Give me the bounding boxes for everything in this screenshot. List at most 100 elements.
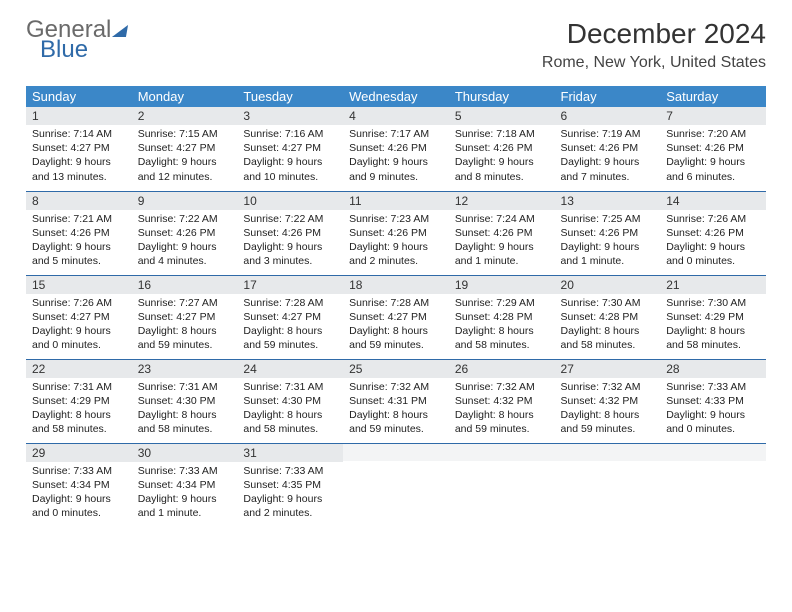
day-body: Sunrise: 7:28 AMSunset: 4:27 PMDaylight:… [343, 294, 449, 357]
day-body: Sunrise: 7:31 AMSunset: 4:30 PMDaylight:… [132, 378, 238, 441]
calendar-day-cell: 29Sunrise: 7:33 AMSunset: 4:34 PMDayligh… [26, 443, 132, 527]
sunset-line: Sunset: 4:26 PM [32, 226, 126, 240]
calendar-day-cell: 28Sunrise: 7:33 AMSunset: 4:33 PMDayligh… [660, 359, 766, 443]
day-number: 23 [132, 360, 238, 378]
day-body: Sunrise: 7:33 AMSunset: 4:34 PMDaylight:… [26, 462, 132, 525]
sunrise-line: Sunrise: 7:26 AM [32, 296, 126, 310]
calendar-day-cell: 7Sunrise: 7:20 AMSunset: 4:26 PMDaylight… [660, 107, 766, 191]
sunrise-line: Sunrise: 7:23 AM [349, 212, 443, 226]
weekday-header: Thursday [449, 86, 555, 107]
calendar-body: 1Sunrise: 7:14 AMSunset: 4:27 PMDaylight… [26, 107, 766, 527]
day-body: Sunrise: 7:26 AMSunset: 4:26 PMDaylight:… [660, 210, 766, 273]
sunset-line: Sunset: 4:26 PM [349, 226, 443, 240]
daylight-line: Daylight: 8 hours and 59 minutes. [243, 324, 337, 352]
sunset-line: Sunset: 4:31 PM [349, 394, 443, 408]
sunset-line: Sunset: 4:26 PM [243, 226, 337, 240]
sunrise-line: Sunrise: 7:16 AM [243, 127, 337, 141]
daylight-line: Daylight: 9 hours and 1 minute. [455, 240, 549, 268]
day-number: 9 [132, 192, 238, 210]
calendar-week-row: 1Sunrise: 7:14 AMSunset: 4:27 PMDaylight… [26, 107, 766, 191]
day-body: Sunrise: 7:20 AMSunset: 4:26 PMDaylight:… [660, 125, 766, 188]
sunrise-line: Sunrise: 7:33 AM [138, 464, 232, 478]
calendar-day-cell: 11Sunrise: 7:23 AMSunset: 4:26 PMDayligh… [343, 191, 449, 275]
calendar-day-cell: 21Sunrise: 7:30 AMSunset: 4:29 PMDayligh… [660, 275, 766, 359]
sunset-line: Sunset: 4:29 PM [32, 394, 126, 408]
calendar-week-row: 8Sunrise: 7:21 AMSunset: 4:26 PMDaylight… [26, 191, 766, 275]
weekday-header: Tuesday [237, 86, 343, 107]
sunset-line: Sunset: 4:26 PM [561, 141, 655, 155]
logo-word2: Blue [40, 38, 127, 62]
header: General Blue December 2024 Rome, New Yor… [26, 18, 766, 72]
calendar-empty-cell [343, 443, 449, 527]
day-body: Sunrise: 7:32 AMSunset: 4:32 PMDaylight:… [555, 378, 661, 441]
sunrise-line: Sunrise: 7:32 AM [349, 380, 443, 394]
daylight-line: Daylight: 9 hours and 10 minutes. [243, 155, 337, 183]
sunset-line: Sunset: 4:26 PM [561, 226, 655, 240]
calendar-table: SundayMondayTuesdayWednesdayThursdayFrid… [26, 86, 766, 527]
day-body: Sunrise: 7:26 AMSunset: 4:27 PMDaylight:… [26, 294, 132, 357]
sunset-line: Sunset: 4:28 PM [561, 310, 655, 324]
weekday-header: Sunday [26, 86, 132, 107]
day-body: Sunrise: 7:14 AMSunset: 4:27 PMDaylight:… [26, 125, 132, 188]
sunrise-line: Sunrise: 7:29 AM [455, 296, 549, 310]
calendar-day-cell: 13Sunrise: 7:25 AMSunset: 4:26 PMDayligh… [555, 191, 661, 275]
day-number: 29 [26, 444, 132, 462]
sunset-line: Sunset: 4:32 PM [561, 394, 655, 408]
sunrise-line: Sunrise: 7:26 AM [666, 212, 760, 226]
sunrise-line: Sunrise: 7:24 AM [455, 212, 549, 226]
daylight-line: Daylight: 9 hours and 7 minutes. [561, 155, 655, 183]
calendar-day-cell: 20Sunrise: 7:30 AMSunset: 4:28 PMDayligh… [555, 275, 661, 359]
day-number: 27 [555, 360, 661, 378]
sunset-line: Sunset: 4:26 PM [666, 226, 760, 240]
sunrise-line: Sunrise: 7:17 AM [349, 127, 443, 141]
sunrise-line: Sunrise: 7:15 AM [138, 127, 232, 141]
calendar-day-cell: 3Sunrise: 7:16 AMSunset: 4:27 PMDaylight… [237, 107, 343, 191]
sunrise-line: Sunrise: 7:30 AM [666, 296, 760, 310]
sunrise-line: Sunrise: 7:20 AM [666, 127, 760, 141]
sunset-line: Sunset: 4:30 PM [243, 394, 337, 408]
sunset-line: Sunset: 4:26 PM [138, 226, 232, 240]
sunset-line: Sunset: 4:34 PM [32, 478, 126, 492]
day-number [343, 444, 449, 461]
day-number: 8 [26, 192, 132, 210]
calendar-day-cell: 18Sunrise: 7:28 AMSunset: 4:27 PMDayligh… [343, 275, 449, 359]
sunrise-line: Sunrise: 7:31 AM [243, 380, 337, 394]
sunset-line: Sunset: 4:30 PM [138, 394, 232, 408]
sunrise-line: Sunrise: 7:21 AM [32, 212, 126, 226]
day-body: Sunrise: 7:22 AMSunset: 4:26 PMDaylight:… [132, 210, 238, 273]
sunset-line: Sunset: 4:26 PM [349, 141, 443, 155]
calendar-day-cell: 12Sunrise: 7:24 AMSunset: 4:26 PMDayligh… [449, 191, 555, 275]
day-body: Sunrise: 7:30 AMSunset: 4:29 PMDaylight:… [660, 294, 766, 357]
daylight-line: Daylight: 9 hours and 13 minutes. [32, 155, 126, 183]
sunset-line: Sunset: 4:26 PM [666, 141, 760, 155]
daylight-line: Daylight: 8 hours and 59 minutes. [561, 408, 655, 436]
calendar-day-cell: 6Sunrise: 7:19 AMSunset: 4:26 PMDaylight… [555, 107, 661, 191]
day-body: Sunrise: 7:16 AMSunset: 4:27 PMDaylight:… [237, 125, 343, 188]
weekday-header: Saturday [660, 86, 766, 107]
day-body: Sunrise: 7:27 AMSunset: 4:27 PMDaylight:… [132, 294, 238, 357]
sunset-line: Sunset: 4:28 PM [455, 310, 549, 324]
daylight-line: Daylight: 8 hours and 58 minutes. [561, 324, 655, 352]
day-number: 21 [660, 276, 766, 294]
calendar-day-cell: 26Sunrise: 7:32 AMSunset: 4:32 PMDayligh… [449, 359, 555, 443]
day-number: 18 [343, 276, 449, 294]
calendar-empty-cell [660, 443, 766, 527]
daylight-line: Daylight: 8 hours and 59 minutes. [349, 408, 443, 436]
day-number: 7 [660, 107, 766, 125]
calendar-day-cell: 8Sunrise: 7:21 AMSunset: 4:26 PMDaylight… [26, 191, 132, 275]
sunrise-line: Sunrise: 7:33 AM [32, 464, 126, 478]
day-body: Sunrise: 7:31 AMSunset: 4:30 PMDaylight:… [237, 378, 343, 441]
daylight-line: Daylight: 9 hours and 3 minutes. [243, 240, 337, 268]
day-number: 12 [449, 192, 555, 210]
day-body: Sunrise: 7:24 AMSunset: 4:26 PMDaylight:… [449, 210, 555, 273]
sunset-line: Sunset: 4:27 PM [349, 310, 443, 324]
day-body: Sunrise: 7:25 AMSunset: 4:26 PMDaylight:… [555, 210, 661, 273]
sunset-line: Sunset: 4:32 PM [455, 394, 549, 408]
day-number: 14 [660, 192, 766, 210]
weekday-header-row: SundayMondayTuesdayWednesdayThursdayFrid… [26, 86, 766, 107]
daylight-line: Daylight: 8 hours and 58 minutes. [32, 408, 126, 436]
sunset-line: Sunset: 4:27 PM [138, 141, 232, 155]
sunrise-line: Sunrise: 7:32 AM [561, 380, 655, 394]
day-body: Sunrise: 7:32 AMSunset: 4:32 PMDaylight:… [449, 378, 555, 441]
sunrise-line: Sunrise: 7:28 AM [349, 296, 443, 310]
